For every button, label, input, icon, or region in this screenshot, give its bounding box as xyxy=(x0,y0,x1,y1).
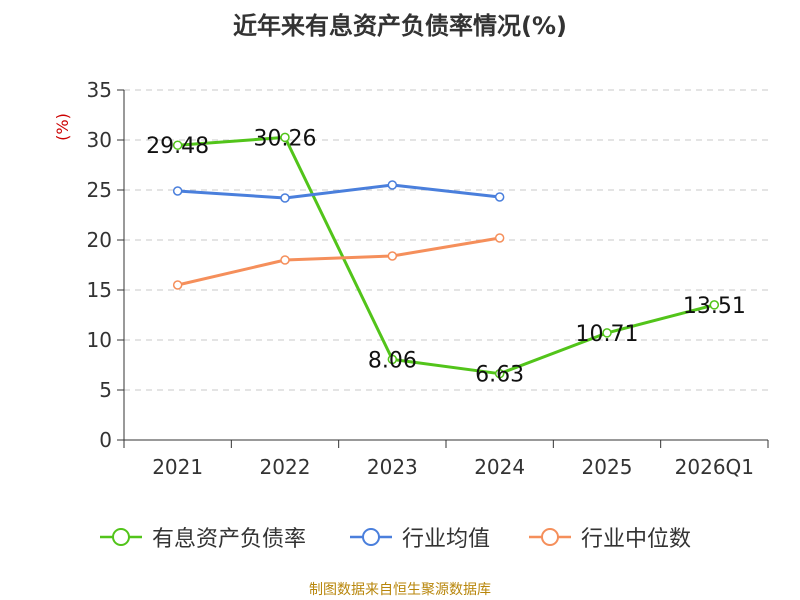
grid-layer xyxy=(124,89,768,391)
series-point xyxy=(387,251,398,261)
y-tick-label: 5 xyxy=(99,378,112,402)
y-tick-label: 0 xyxy=(99,428,112,452)
legend-line-marker-icon xyxy=(529,528,571,546)
series-point xyxy=(172,186,183,196)
x-tick-label: 2023 xyxy=(367,455,418,479)
x-tick-label: 2021 xyxy=(152,455,203,479)
series-point xyxy=(709,300,720,310)
legend-marker xyxy=(362,528,380,546)
legend-item-interest-bearing-ratio[interactable]: 有息资产负债率 xyxy=(98,522,306,552)
series-line xyxy=(177,135,715,376)
series-point xyxy=(494,368,505,379)
legend-marker xyxy=(112,528,130,546)
x-tick-label: 2024 xyxy=(474,455,525,479)
series-point xyxy=(280,193,290,203)
chart-title: 近年来有息资产负债率情况(%) xyxy=(233,12,567,40)
series-line xyxy=(177,236,500,287)
series-point xyxy=(602,328,612,338)
series-point xyxy=(494,233,505,243)
series-point xyxy=(387,180,398,190)
series-point xyxy=(387,354,398,365)
series-point xyxy=(494,192,505,202)
y-tick-label: 30 xyxy=(87,128,112,152)
data-label: 10.71 xyxy=(576,322,639,347)
legend: 有息资产负债率 行业均值 行业中位数 xyxy=(0,522,800,552)
x-tick-label: 2022 xyxy=(260,455,311,479)
y-tick-label: 15 xyxy=(87,278,112,302)
series-point xyxy=(280,255,290,265)
series-line xyxy=(177,183,500,200)
data-label: 8.06 xyxy=(368,348,417,373)
y-tick-label: 25 xyxy=(87,178,112,202)
legend-item-industry-mean[interactable]: 行业均值 xyxy=(348,522,490,552)
x-tick-label: 2025 xyxy=(582,455,633,479)
data-label: 13.51 xyxy=(683,294,746,319)
legend-line-marker-icon xyxy=(350,528,392,546)
source-note: 制图数据来自恒生聚源数据库 xyxy=(309,582,491,598)
legend-line-marker-icon xyxy=(100,528,142,546)
series-point xyxy=(172,140,183,150)
data-label: 6.63 xyxy=(475,363,524,388)
series-point xyxy=(280,132,290,143)
y-tick-label: 10 xyxy=(87,328,112,352)
legend-label: 有息资产负债率 xyxy=(152,527,307,552)
y-tick-label: 35 xyxy=(87,78,112,102)
legend-item-industry-median[interactable]: 行业中位数 xyxy=(527,522,691,552)
legend-label: 行业均值 xyxy=(402,527,491,552)
x-tick-label: 2026Q1 xyxy=(675,455,754,479)
y-axis-label: (%) xyxy=(53,113,72,141)
y-tick-label: 20 xyxy=(87,228,112,252)
series-layer xyxy=(172,132,720,379)
legend-marker xyxy=(541,528,559,546)
legend-label: 行业中位数 xyxy=(581,527,692,552)
series-point xyxy=(172,280,183,290)
data-label: 29.48 xyxy=(146,134,209,159)
data-label-layer: 29.48 30.26 8.06 6.63 10.71 13.51 xyxy=(146,126,746,387)
data-label: 30.26 xyxy=(254,126,317,151)
